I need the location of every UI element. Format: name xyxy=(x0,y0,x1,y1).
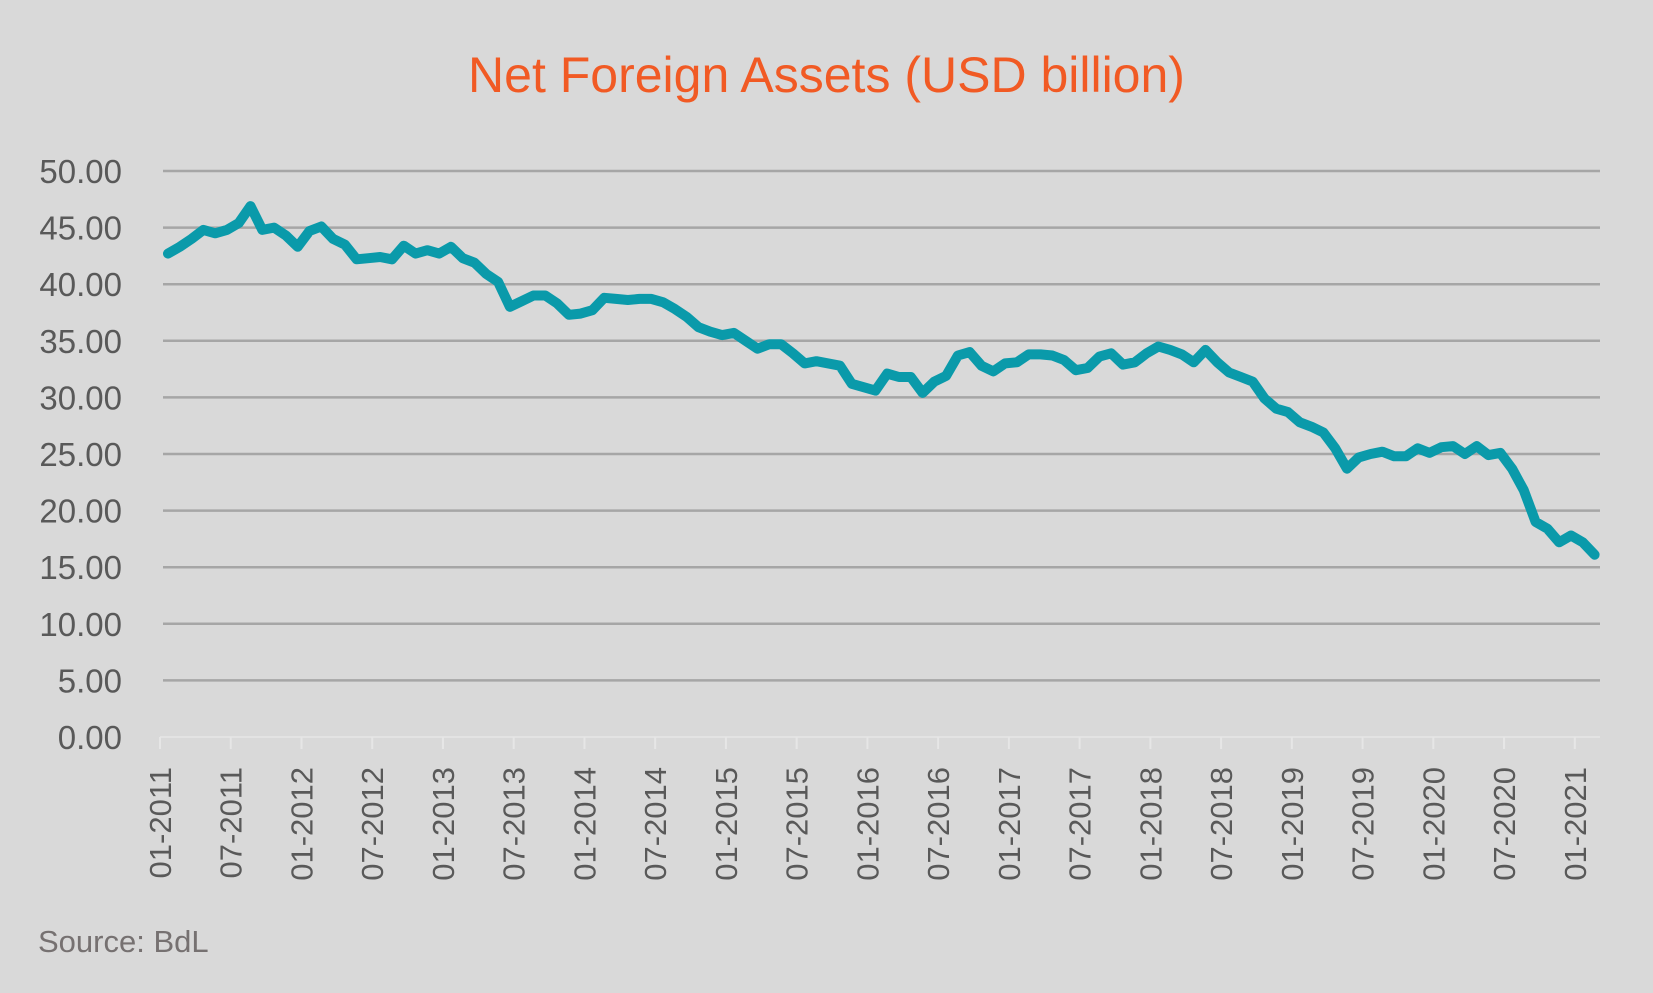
x-tick-label: 01-2016 xyxy=(850,767,885,881)
x-axis xyxy=(159,736,1600,749)
y-tick-label: 35.00 xyxy=(39,323,122,360)
x-tick-label: 07-2014 xyxy=(638,767,673,881)
y-tick-label: 50.00 xyxy=(39,153,122,190)
y-tick-label: 40.00 xyxy=(39,266,122,303)
x-tick-label: 07-2017 xyxy=(1063,767,1098,881)
x-tick-label: 01-2020 xyxy=(1416,767,1451,881)
y-tick-label: 15.00 xyxy=(39,549,122,586)
y-tick-label: 30.00 xyxy=(39,379,122,416)
x-tick-label: 01-2012 xyxy=(284,767,319,881)
x-tick-label: 01-2018 xyxy=(1133,767,1168,881)
x-tick-label: 01-2017 xyxy=(992,767,1027,881)
y-tick-label: 25.00 xyxy=(39,436,122,473)
chart-title: Net Foreign Assets (USD billion) xyxy=(468,47,1185,103)
y-tick-label: 5.00 xyxy=(58,662,122,699)
x-tick-label: 07-2016 xyxy=(921,767,956,881)
x-tick-label: 07-2019 xyxy=(1346,767,1381,881)
x-tick-label: 01-2019 xyxy=(1275,767,1310,881)
x-tick-label: 01-2014 xyxy=(567,767,602,881)
y-tick-label: 10.00 xyxy=(39,606,122,643)
x-tick-label: 07-2013 xyxy=(497,767,532,881)
x-tick-label: 07-2015 xyxy=(780,767,815,881)
gridlines xyxy=(163,169,1600,682)
x-tick-label: 01-2015 xyxy=(709,767,744,881)
x-tick-label: 07-2011 xyxy=(214,767,249,878)
y-tick-label: 0.00 xyxy=(58,719,122,756)
x-tick-label: 07-2020 xyxy=(1487,767,1522,881)
x-axis-tick-labels: 01-2011 07-2011 01-2012 07-2012 01-2013 07-20… xyxy=(143,767,1593,881)
y-tick-label: 20.00 xyxy=(39,493,122,530)
series-line-net-foreign-assets xyxy=(163,201,1600,560)
x-tick-label: 01-2011 xyxy=(143,767,178,878)
x-tick-label: 07-2012 xyxy=(355,767,390,881)
source-note: Source: BdL xyxy=(38,924,209,959)
x-tick-label: 01-2013 xyxy=(426,767,461,881)
y-axis-tick-labels: 0.00 5.00 10.00 15.00 20.00 25.00 30.00 35.00 40… xyxy=(39,153,122,756)
x-tick-label: 01-2021 xyxy=(1558,767,1593,881)
y-tick-label: 45.00 xyxy=(39,210,122,247)
x-tick-label: 07-2018 xyxy=(1204,767,1239,881)
